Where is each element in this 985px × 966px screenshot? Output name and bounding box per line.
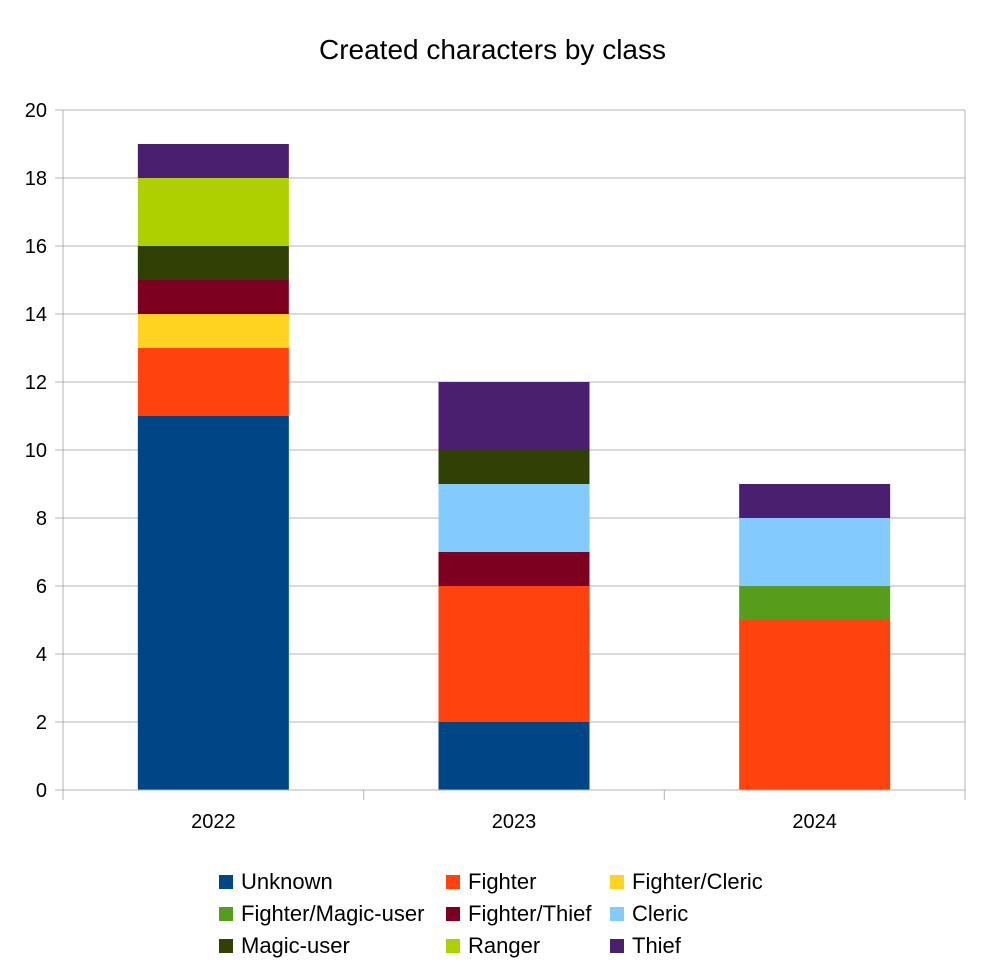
legend-label: Ranger bbox=[468, 933, 541, 958]
y-tick-label: 14 bbox=[25, 304, 47, 326]
legend-item: Fighter/Magic-user bbox=[219, 900, 424, 928]
bar-segment bbox=[137, 178, 289, 246]
bars bbox=[137, 144, 891, 790]
legend-label: Unknown bbox=[241, 869, 333, 894]
legend-swatch bbox=[219, 907, 233, 921]
legend-item: Fighter/Cleric bbox=[610, 868, 763, 896]
bar-segment bbox=[438, 484, 590, 552]
bar-segment bbox=[739, 484, 891, 518]
y-tick-label: 12 bbox=[25, 372, 47, 394]
bar-segment bbox=[137, 144, 289, 178]
y-tick-label: 4 bbox=[36, 644, 47, 666]
legend-item: Thief bbox=[610, 932, 681, 960]
bar-segment bbox=[438, 586, 590, 722]
bar-segment bbox=[438, 382, 590, 450]
legend-label: Fighter bbox=[468, 869, 537, 894]
x-tick-label: 2022 bbox=[191, 811, 236, 833]
legend-swatch bbox=[610, 939, 624, 953]
legend-label: Fighter/Thief bbox=[468, 901, 592, 926]
chart-title: Created characters by class bbox=[318, 34, 667, 65]
legend-swatch bbox=[446, 907, 460, 921]
legend-label: Cleric bbox=[632, 901, 689, 926]
bar-segment bbox=[438, 552, 590, 586]
bar-segment bbox=[137, 314, 289, 348]
bar-segment bbox=[137, 416, 289, 790]
legend-label: Magic-user bbox=[241, 933, 350, 958]
bar-segment bbox=[137, 348, 289, 416]
y-tick-label: 8 bbox=[36, 508, 47, 530]
y-tick-label: 10 bbox=[25, 440, 47, 462]
y-tick-label: 18 bbox=[25, 168, 47, 190]
bar-segment bbox=[739, 620, 891, 790]
axes: 0 2 4 6 8 10 12 14 16 18 20 2022 2023 2024 bbox=[25, 100, 966, 833]
bar-segment bbox=[438, 450, 590, 484]
y-tick-label: 20 bbox=[25, 100, 47, 122]
legend-item: Magic-user bbox=[219, 932, 350, 960]
legend-swatch bbox=[610, 875, 624, 889]
legend-label: Thief bbox=[632, 933, 681, 958]
legend-item: Fighter bbox=[446, 868, 536, 896]
bar-segment bbox=[739, 518, 891, 586]
legend-item: Fighter/Thief bbox=[446, 900, 592, 928]
legend-swatch bbox=[219, 939, 233, 953]
legend-item: Ranger bbox=[446, 932, 540, 960]
legend-swatch bbox=[219, 875, 233, 889]
legend-swatch bbox=[446, 875, 460, 889]
legend-swatch bbox=[446, 939, 460, 953]
bar-segment bbox=[438, 722, 590, 790]
y-tick-label: 2 bbox=[36, 712, 47, 734]
legend-swatch bbox=[610, 907, 624, 921]
y-tick-label: 0 bbox=[36, 780, 47, 802]
bar-segment bbox=[137, 280, 289, 314]
legend-label: Fighter/Cleric bbox=[632, 869, 763, 894]
bar-segment bbox=[137, 246, 289, 280]
y-tick-label: 16 bbox=[25, 236, 47, 258]
legend-label: Fighter/Magic-user bbox=[241, 901, 425, 926]
x-tick-label: 2024 bbox=[792, 811, 837, 833]
y-tick-label: 6 bbox=[36, 576, 47, 598]
legend-item: Cleric bbox=[610, 900, 688, 928]
bar-segment bbox=[739, 586, 891, 620]
x-tick-label: 2023 bbox=[492, 811, 537, 833]
legend-item: Unknown bbox=[219, 868, 333, 896]
